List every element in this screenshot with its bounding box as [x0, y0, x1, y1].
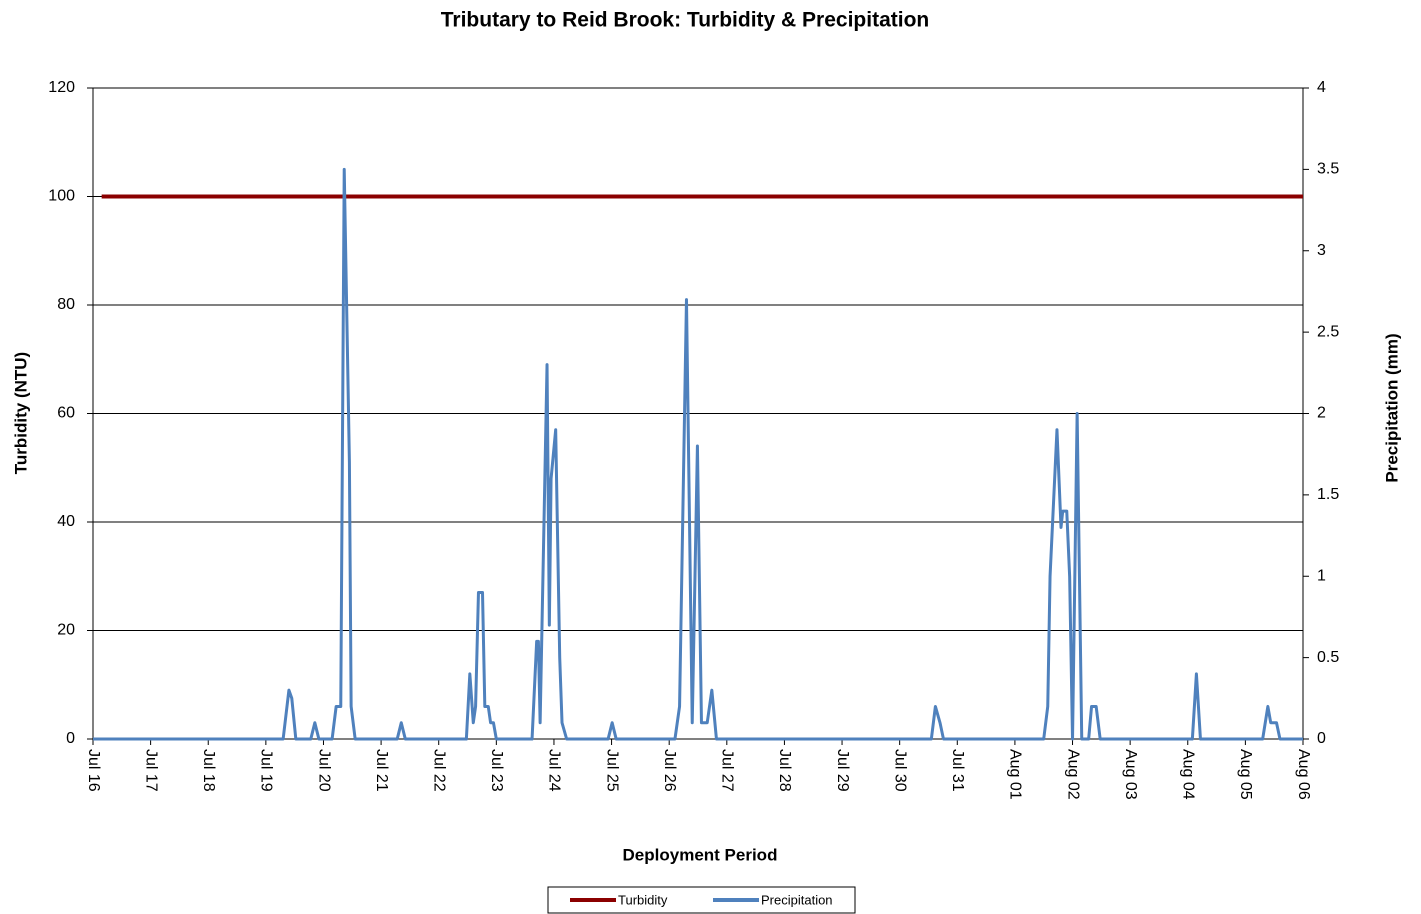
y2-tick-label: 1.5 — [1317, 486, 1339, 503]
chart-title: Tributary to Reid Brook: Turbidity & Pre… — [441, 9, 929, 32]
legend-label: Turbidity — [618, 892, 668, 907]
x-tick-label: Jul 17 — [142, 749, 159, 792]
x-tick-label: Jul 31 — [949, 749, 966, 792]
y2-axis-title: Precipitation (mm) — [1382, 333, 1401, 482]
y2-tick-label: 4 — [1317, 79, 1326, 96]
x-tick-label: Jul 27 — [719, 749, 736, 792]
x-tick-label: Jul 30 — [891, 749, 908, 792]
x-tick-label: Jul 21 — [373, 749, 390, 792]
x-tick-label: Jul 29 — [834, 749, 851, 792]
series-line — [93, 167, 1303, 741]
legend-label: Precipitation — [761, 892, 833, 907]
y2-tick-label: 1 — [1317, 567, 1326, 584]
x-tick-label: Aug 01 — [1007, 749, 1024, 800]
x-axis-title: Deployment Period — [623, 845, 778, 864]
y-tick-label: 20 — [57, 622, 75, 639]
y2-tick-label: 2 — [1317, 405, 1326, 422]
x-tick-label: Aug 02 — [1064, 749, 1081, 800]
x-tick-label: Jul 25 — [603, 749, 620, 792]
y-tick-label: 0 — [66, 730, 75, 747]
y-tick-label: 40 — [57, 513, 75, 530]
x-tick-label: Jul 26 — [661, 749, 678, 792]
y2-tick-label: 2.5 — [1317, 323, 1339, 340]
y-tick-label: 120 — [48, 79, 75, 96]
x-tick-label: Aug 03 — [1122, 749, 1139, 800]
x-tick-label: Aug 04 — [1180, 749, 1197, 800]
y-axis-title: Turbidity (NTU) — [11, 352, 30, 474]
x-tick-label: Aug 05 — [1237, 749, 1254, 800]
x-tick-label: Aug 06 — [1295, 749, 1312, 800]
x-tick-label: Jul 23 — [488, 749, 505, 792]
x-tick-label: Jul 18 — [200, 749, 217, 792]
x-tick-label: Jul 22 — [430, 749, 447, 792]
y2-tick-label: 0.5 — [1317, 649, 1339, 666]
x-tick-label: Jul 16 — [85, 749, 102, 792]
x-tick-label: Jul 20 — [315, 749, 332, 792]
y2-tick-label: 0 — [1317, 730, 1326, 747]
y-tick-label: 80 — [57, 296, 75, 313]
y-tick-label: 60 — [57, 405, 75, 422]
y2-tick-label: 3.5 — [1317, 161, 1339, 178]
x-tick-label: Jul 28 — [776, 749, 793, 792]
y2-tick-label: 3 — [1317, 242, 1326, 259]
y-tick-label: 100 — [48, 188, 75, 205]
x-tick-label: Jul 24 — [546, 749, 563, 792]
x-tick-label: Jul 19 — [258, 749, 275, 792]
